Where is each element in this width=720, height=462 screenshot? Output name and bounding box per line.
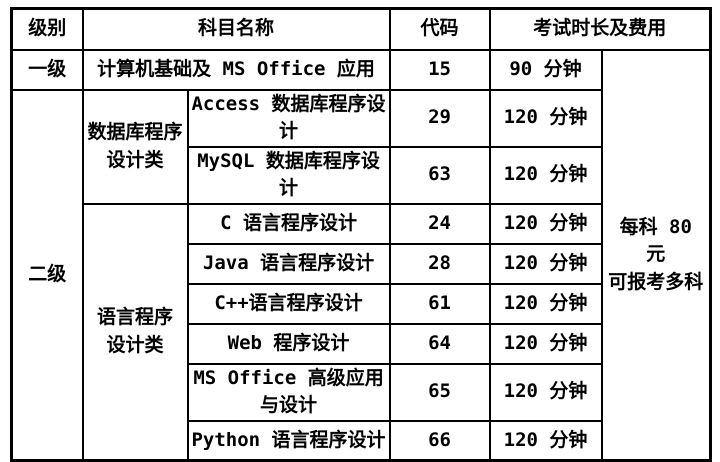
duration-cell-mysql: 120 分钟 xyxy=(488,145,603,205)
header-subject: 科目名称 xyxy=(81,7,391,51)
subject-cell-access: Access 数据库程序设计 xyxy=(186,88,391,148)
subject-cell-msoffice-adv: MS Office 高级应用与设计 xyxy=(186,362,391,422)
code-cell-web: 64 xyxy=(388,322,491,365)
code-cell-mysql: 63 xyxy=(388,145,491,205)
table-header-row: 级别 科目名称 代码 考试时长及费用 xyxy=(10,7,712,51)
subject-cell-java: Java 语言程序设计 xyxy=(186,242,391,285)
subject-cell-c: C 语言程序设计 xyxy=(186,202,391,245)
code-cell-c: 24 xyxy=(388,202,491,245)
duration-cell-python: 120 分钟 xyxy=(488,419,603,462)
level2-label: 二级 xyxy=(10,88,84,462)
subject-cell-cpp: C++语言程序设计 xyxy=(186,282,391,325)
header-duration-fee: 考试时长及费用 xyxy=(488,7,712,51)
table-row-cpp: C++语言程序设计 61 120 分钟 xyxy=(12,282,711,325)
duration-cell-access: 120 分钟 xyxy=(488,88,603,148)
code-cell-msoffice-adv: 65 xyxy=(388,362,491,422)
level1-subject: 计算机基础及 MS Office 应用 xyxy=(81,48,391,91)
table-row-access: 二级 数据库程序 设计类 Access 数据库程序设计 29 120 分钟 xyxy=(10,88,711,462)
group-lang-label: 语言程序 设计类 xyxy=(81,202,189,462)
header-level: 级别 xyxy=(10,7,84,51)
level1-duration: 90 分钟 xyxy=(488,48,603,91)
subject-cell-mysql: MySQL 数据库程序设计 xyxy=(186,145,391,205)
level1-code: 15 xyxy=(388,48,491,91)
duration-cell-msoffice-adv: 120 分钟 xyxy=(488,362,603,422)
code-cell-java: 28 xyxy=(388,242,491,285)
duration-cell-cpp: 120 分钟 xyxy=(488,282,603,325)
code-cell-access: 29 xyxy=(388,88,491,148)
table-row-java: Java 语言程序设计 28 120 分钟 xyxy=(12,242,711,285)
group-db-label: 数据库程序 设计类 xyxy=(81,88,189,205)
table-row-mysql: MySQL 数据库程序设计 63 120 分钟 xyxy=(12,145,711,205)
table-row-level1: 一级 计算机基础及 MS Office 应用 15 90 分钟 每科 80 元 … xyxy=(10,48,712,462)
exam-subjects-table-container: 级别 科目名称 代码 考试时长及费用 一级 计算机基础及 MS Office 应… xyxy=(10,7,713,462)
header-code: 代码 xyxy=(388,7,491,51)
duration-cell-web: 120 分钟 xyxy=(488,322,603,365)
subject-cell-python: Python 语言程序设计 xyxy=(186,419,391,462)
level1-label: 一级 xyxy=(10,48,84,91)
table-row-web: Web 程序设计 64 120 分钟 xyxy=(12,322,711,365)
code-cell-python: 66 xyxy=(388,419,491,462)
duration-cell-java: 120 分钟 xyxy=(488,242,603,285)
duration-cell-c: 120 分钟 xyxy=(488,202,603,245)
code-cell-cpp: 61 xyxy=(388,282,491,325)
fee-note-cell: 每科 80 元 可报考多科 xyxy=(600,48,712,462)
subject-cell-web: Web 程序设计 xyxy=(186,322,391,365)
exam-subjects-table: 级别 科目名称 代码 考试时长及费用 一级 计算机基础及 MS Office 应… xyxy=(10,7,713,462)
